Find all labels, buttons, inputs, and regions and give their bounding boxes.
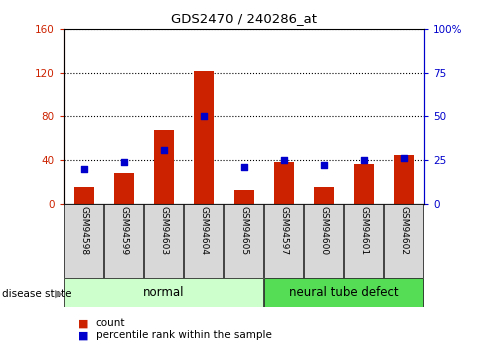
Bar <box>264 278 423 307</box>
Text: GSM94601: GSM94601 <box>359 206 368 255</box>
Point <box>280 157 288 163</box>
Bar <box>264 204 303 278</box>
Point <box>320 162 328 168</box>
Bar <box>274 162 294 204</box>
Bar <box>394 155 414 204</box>
Text: GSM94602: GSM94602 <box>399 206 408 255</box>
Bar <box>314 187 334 204</box>
Bar <box>304 204 343 278</box>
Point <box>400 156 408 161</box>
Text: ■: ■ <box>78 318 89 328</box>
Text: disease state: disease state <box>2 289 72 299</box>
Bar <box>184 204 223 278</box>
Bar <box>384 204 423 278</box>
Text: normal: normal <box>143 286 185 299</box>
Bar <box>344 204 384 278</box>
Text: count: count <box>96 318 125 328</box>
Point <box>160 147 168 152</box>
Text: ■: ■ <box>78 331 89 340</box>
Point <box>240 164 247 170</box>
Bar <box>154 129 174 204</box>
Text: percentile rank within the sample: percentile rank within the sample <box>96 331 271 340</box>
Text: GSM94599: GSM94599 <box>119 206 128 255</box>
Bar <box>104 204 144 278</box>
Bar <box>354 164 374 204</box>
Bar <box>234 190 254 204</box>
Point <box>200 114 208 119</box>
Text: ▶: ▶ <box>55 289 64 299</box>
Text: GSM94598: GSM94598 <box>79 206 88 255</box>
Bar <box>64 278 264 307</box>
Bar <box>74 187 94 204</box>
Point <box>80 166 88 171</box>
Text: GSM94597: GSM94597 <box>279 206 288 255</box>
Text: GSM94605: GSM94605 <box>239 206 248 255</box>
Text: GSM94604: GSM94604 <box>199 206 208 255</box>
Bar <box>194 71 214 204</box>
Bar <box>224 204 264 278</box>
Text: GSM94600: GSM94600 <box>319 206 328 255</box>
Bar <box>114 173 134 204</box>
Text: neural tube defect: neural tube defect <box>289 286 399 299</box>
Point <box>120 159 127 165</box>
Bar <box>64 204 103 278</box>
Title: GDS2470 / 240286_at: GDS2470 / 240286_at <box>171 12 317 26</box>
Text: GSM94603: GSM94603 <box>159 206 168 255</box>
Point <box>360 157 368 163</box>
Bar <box>144 204 183 278</box>
